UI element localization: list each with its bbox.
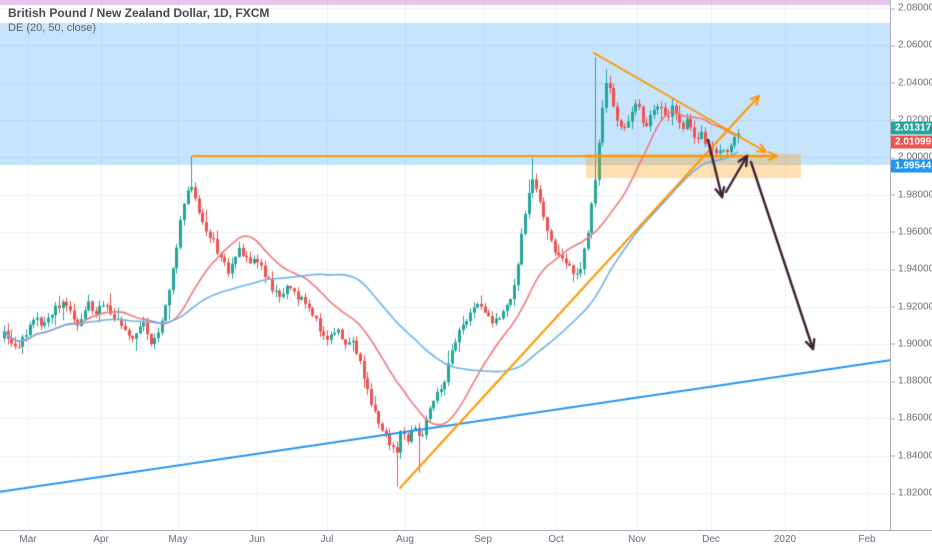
time-axis[interactable]: Mar Apr May Jun Jul Aug Sep Oct Nov Dec 2020 Feb [0, 530, 932, 550]
time-tick-label: Sep [474, 534, 492, 545]
time-tick-label: Dec [702, 534, 720, 545]
time-tick-label: Oct [548, 534, 564, 545]
ma50-price-badge: 1.99544 [891, 159, 932, 173]
time-tick-label: Aug [396, 534, 414, 545]
time-tick-label: Nov [628, 534, 646, 545]
time-tick-label: Jul [320, 534, 334, 545]
time-tick-label: May [168, 534, 188, 545]
price-tick-label: 1.90000 [891, 338, 932, 349]
price-tick-label: 1.92000 [891, 301, 932, 312]
price-axis[interactable]: 2.01317 2.01099 1.99544 2.08000 2.06000 2.… [890, 0, 932, 530]
price-tick-label: 2.00000 [891, 152, 932, 163]
price-tick-label: 1.94000 [891, 264, 932, 275]
price-tick-label: 1.82000 [891, 488, 932, 499]
symbol-title[interactable]: British Pound / New Zealand Dollar, 1D, … [8, 6, 270, 20]
price-tick-label: 2.04000 [891, 77, 932, 88]
price-tick-label: 1.84000 [891, 450, 932, 461]
indicator-label[interactable]: DE (20, 50, close) [8, 22, 97, 34]
price-tick-label: 2.06000 [891, 40, 932, 51]
price-tick-label: 1.88000 [891, 376, 932, 387]
time-tick-label: Mar [19, 534, 37, 545]
ma20-price-badge: 2.01099 [891, 135, 932, 149]
time-tick-label: 2020 [773, 534, 797, 545]
time-tick-label: Apr [93, 534, 109, 545]
chart-legend: British Pound / New Zealand Dollar, 1D, … [8, 5, 269, 36]
time-tick-label: Jun [248, 534, 266, 545]
price-tick-label: 2.02000 [891, 114, 932, 125]
price-tick-label: 1.86000 [891, 413, 932, 424]
price-tick-label: 1.98000 [891, 189, 932, 200]
price-tick-label: 2.08000 [891, 3, 932, 14]
last-price-badge: 2.01317 [891, 121, 932, 135]
chart-canvas[interactable] [0, 0, 890, 530]
time-tick-label: Feb [858, 534, 876, 545]
price-tick-label: 1.96000 [891, 226, 932, 237]
